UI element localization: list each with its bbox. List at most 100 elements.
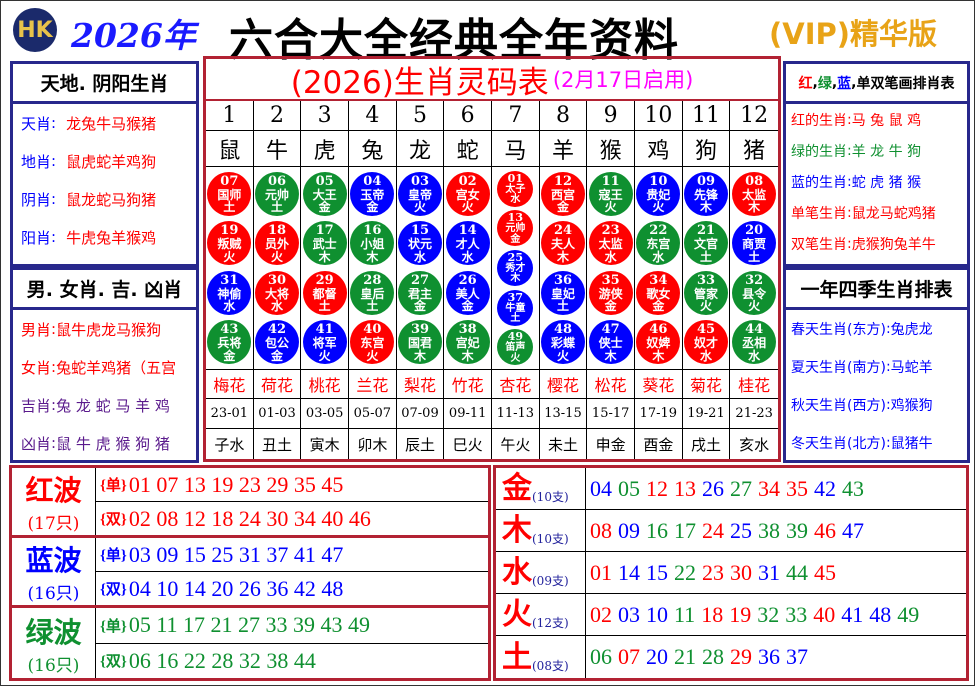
row-value: 鼠 牛 虎 猴 狗 猪: [56, 434, 170, 453]
element-number: 07: [618, 644, 640, 669]
ball-number: 29: [315, 272, 334, 288]
title-rest: 单双笔画排肖表: [856, 75, 955, 92]
wave-numbers: 01 07 13 19 23 29 35 45: [128, 471, 344, 497]
ball-element: 火: [652, 200, 665, 215]
number-ball: 41 将军火: [302, 320, 347, 365]
number-ball: 29 都督土: [302, 270, 347, 315]
column-number: 11: [682, 101, 731, 131]
ball-element: 金: [366, 200, 379, 215]
earthly-branch: 巳火: [444, 429, 492, 459]
title-red: 红: [798, 75, 813, 92]
ball-title: 县令: [742, 286, 767, 301]
ball-element: 火: [510, 352, 521, 364]
number-ball: 05 大王金: [302, 171, 347, 216]
ball-title: 奴才: [693, 336, 718, 351]
ball-title: 宫女: [455, 187, 480, 202]
flower-name: 梅花: [206, 369, 254, 399]
number-ball: 17 武士木: [302, 221, 347, 266]
element-numbers: 08 09 16 17 24 25 38 39 46 47: [586, 510, 966, 551]
earthly-branch: 未土: [540, 429, 588, 459]
ball-number: 17: [315, 223, 334, 239]
number-ball: 18 员外火: [254, 221, 299, 266]
ball-title: 皇帝: [407, 187, 432, 202]
number-ball: 03 皇帝火: [397, 171, 442, 216]
ball-number: 03: [410, 173, 430, 189]
row-value: 羊 龙 牛 狗: [851, 143, 922, 160]
table-title-main: (2026)生肖灵码表: [290, 64, 549, 101]
earthly-branch: 寅木: [301, 429, 349, 459]
wave-label: 红波 (17只): [12, 468, 96, 535]
ball-number: 16: [363, 223, 382, 239]
number-ball: 19 叛贼火: [207, 221, 252, 266]
number-ball: 40 东宫火: [350, 320, 395, 365]
ball-number: 42: [267, 322, 287, 338]
number-ball: 28 皇后土: [350, 270, 395, 315]
row-value: 兔虎龙: [890, 322, 933, 338]
list-item: 秋天生肖(西方): 鸡猴狗: [786, 386, 967, 424]
number-ball: 13 元帅金: [497, 210, 534, 247]
number-ball: 12 西宫金: [540, 171, 585, 216]
element-name: 木: [502, 513, 532, 548]
ball-column: 10 贵妃火 22 东宫水 34 歌女金 46 奴婢木: [635, 167, 683, 369]
row-key: 地肖: [21, 152, 52, 171]
ball-element: 火: [604, 200, 617, 215]
row-sep: :: [51, 190, 57, 208]
wave-count: (16只): [27, 584, 80, 604]
element-number: 45: [814, 559, 836, 585]
number-ball: 44 丞相水: [732, 320, 777, 365]
row-key: 男肖: [21, 320, 52, 339]
ball-element: 火: [461, 200, 474, 215]
ball-title: 太监: [598, 237, 623, 252]
number-ball: 49 笛声火: [497, 329, 534, 366]
number-ball: 15 状元水: [397, 221, 442, 266]
row-key: 红的生肖: [791, 112, 847, 129]
list-item: 阳肖: 牛虎兔羊猴鸡: [13, 218, 196, 256]
ball-title: 包公: [264, 336, 289, 351]
number-ball: 38 宫妃木: [445, 320, 490, 365]
wave-row: {单} 01 07 13 19 23 29 35 45: [96, 468, 488, 501]
ball-title: 国师: [217, 187, 242, 202]
wave-row: {双} 04 10 14 20 26 36 42 48: [96, 571, 488, 605]
element-number: 06: [590, 644, 612, 669]
row-value: 鼠龙蛇马狗猪: [66, 190, 157, 209]
ball-column: 11 寇王火 23 太监水 35 游侠金 47 侠士木: [587, 167, 635, 369]
ball-element: 水: [699, 348, 712, 363]
list-item: 红的生肖: 马 兔 鼠 鸡: [786, 104, 967, 135]
ball-title: 都督: [312, 286, 337, 301]
wave-row: {单} 05 11 17 21 27 33 39 43 49: [96, 608, 488, 643]
ball-number: 34: [649, 272, 668, 288]
ball-element: 木: [604, 348, 617, 363]
row-key: 天肖: [21, 114, 52, 133]
ball-number: 02: [458, 173, 477, 189]
element-name: 水: [502, 555, 532, 590]
element-numbers: 02 03 10 11 18 19 32 33 40 41 48 49: [586, 594, 966, 635]
element-number: 34: [758, 475, 780, 501]
row-sep: :: [847, 235, 852, 252]
number-ball: 23 太监水: [588, 221, 633, 266]
row-key: 绿的生肖: [791, 143, 847, 160]
list-item: 女肖: 兔蛇羊鸡猪（五宫: [13, 348, 196, 386]
ball-element: 木: [366, 249, 379, 264]
element-number: 09: [618, 517, 640, 543]
number-ball: 25 秀才木: [497, 249, 534, 286]
ball-title: 东宫: [646, 237, 671, 252]
element-name: 土: [502, 640, 532, 675]
list-item: 男肖: 鼠牛虎龙马猴狗: [13, 310, 196, 348]
row-value: 兔蛇羊鸡猪（五宫: [56, 358, 177, 377]
ball-element: 土: [223, 200, 236, 215]
ball-number: 39: [410, 322, 430, 338]
element-label: 火 (12支): [496, 594, 586, 635]
ball-element: 土: [270, 200, 283, 215]
ball-number: 04: [363, 173, 382, 189]
ball-element: 土: [748, 249, 761, 264]
earthly-branch: 戌土: [683, 429, 731, 459]
list-item: 双笔生肖: 虎猴狗兔羊牛: [786, 228, 967, 259]
flower-name: 兰花: [349, 369, 397, 399]
parity-label: {双}: [100, 512, 127, 528]
row-sep: :: [885, 359, 891, 375]
ball-element: 金: [318, 200, 331, 215]
flower-name: 葵花: [635, 369, 683, 399]
row-value: 鼠猪牛: [890, 436, 933, 452]
zodiac-name: 鼠: [206, 131, 254, 167]
ball-number: 15: [410, 223, 430, 239]
